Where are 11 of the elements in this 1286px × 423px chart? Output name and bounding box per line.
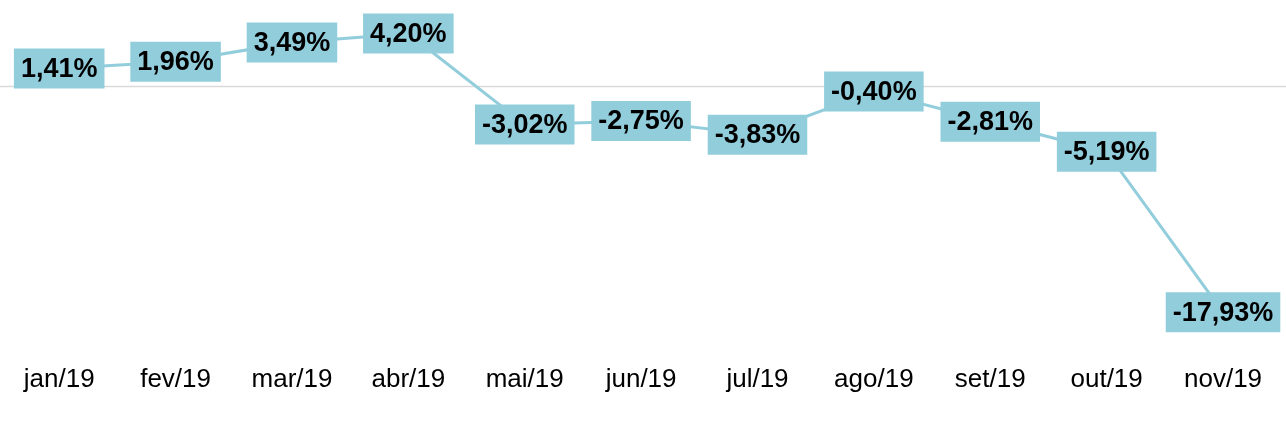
x-tick-label: fev/19 <box>140 362 211 393</box>
x-tick-label: out/19 <box>1070 362 1143 393</box>
x-tick-label: jul/19 <box>725 362 789 393</box>
x-tick-label: nov/19 <box>1183 362 1263 393</box>
x-tick-label: set/19 <box>954 362 1026 393</box>
x-tick-label: mar/19 <box>251 362 333 393</box>
x-tick-label: mai/19 <box>485 362 564 393</box>
x-tick-label: ago/19 <box>834 362 914 393</box>
x-tick-label: abr/19 <box>371 362 446 393</box>
x-tick-label: jan/19 <box>22 362 95 393</box>
x-tick-label: jun/19 <box>604 362 677 393</box>
